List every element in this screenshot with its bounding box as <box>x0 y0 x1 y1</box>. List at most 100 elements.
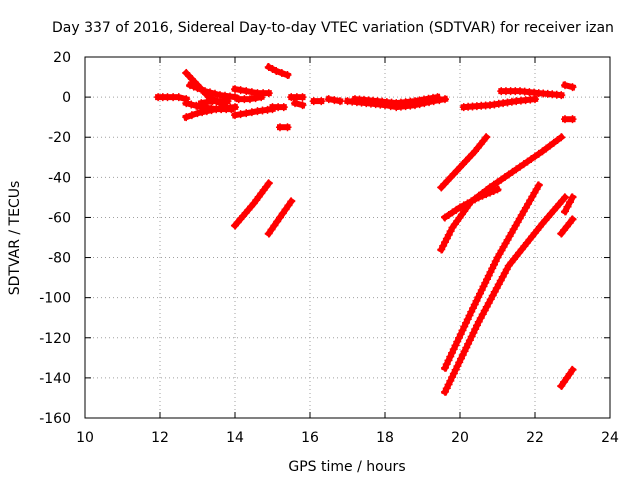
data-series <box>186 81 239 102</box>
plus-marker <box>174 93 183 102</box>
y-tick-label: -80 <box>48 251 71 267</box>
plus-marker <box>448 373 457 382</box>
plus-marker <box>566 198 574 207</box>
plus-marker <box>568 115 577 124</box>
plus-marker <box>476 289 484 298</box>
plus-marker <box>231 111 239 120</box>
y-tick-label: -140 <box>39 371 71 387</box>
plus-marker <box>186 81 194 90</box>
x-tick-label: 22 <box>526 430 544 446</box>
plus-marker <box>187 100 196 109</box>
plus-marker <box>324 95 333 104</box>
data-series <box>234 93 266 104</box>
y-tick-label: -100 <box>39 291 71 307</box>
plus-marker <box>471 325 480 334</box>
data-series <box>264 197 296 238</box>
plus-marker <box>483 275 491 284</box>
plus-marker <box>562 373 571 382</box>
plus-marker <box>451 365 460 374</box>
data-series <box>231 105 277 120</box>
x-tick-label: 12 <box>151 430 169 446</box>
plus-marker <box>411 97 419 106</box>
plot-frame <box>84 56 611 419</box>
plus-marker <box>568 83 577 92</box>
plus-marker <box>462 343 471 352</box>
plus-marker <box>279 103 288 112</box>
plus-marker <box>455 358 464 367</box>
plus-marker <box>251 94 260 103</box>
data-series <box>351 93 442 108</box>
plus-marker <box>442 360 451 369</box>
x-tick-label: 24 <box>601 430 619 446</box>
plus-marker <box>330 96 339 105</box>
plus-marker <box>257 93 266 102</box>
plus-marker <box>557 91 566 100</box>
data-series <box>268 103 288 112</box>
plus-marker <box>231 103 239 112</box>
plus-marker <box>429 93 437 102</box>
plus-marker <box>462 318 470 327</box>
data-series <box>154 93 191 104</box>
plus-marker <box>242 87 251 96</box>
data-series <box>276 123 292 132</box>
plus-marker <box>201 87 209 96</box>
data-series <box>197 97 232 108</box>
plus-marker <box>467 307 476 316</box>
plus-marker <box>491 257 500 266</box>
data-series <box>441 181 543 372</box>
plus-marker <box>283 71 292 80</box>
plus-marker <box>465 311 474 320</box>
plus-marker <box>197 85 206 94</box>
plus-marker <box>563 202 572 211</box>
plus-marker <box>441 363 449 372</box>
plus-marker <box>481 278 490 287</box>
axes: 10 12 14 16 18 20 22 24 20 0 -20 -40 -60 -80 -100 -120 -… <box>39 50 619 446</box>
plus-marker <box>278 209 287 218</box>
plus-marker <box>187 111 196 120</box>
plus-marker <box>463 315 472 324</box>
plus-marker <box>424 94 433 103</box>
plus-marker <box>557 133 566 142</box>
plus-marker <box>247 88 256 97</box>
plus-marker <box>193 109 202 118</box>
x-tick-label: 18 <box>376 430 394 446</box>
plus-marker <box>561 115 569 124</box>
plus-marker <box>460 322 469 331</box>
data-series <box>497 87 566 100</box>
x-tick-label: 14 <box>226 430 244 446</box>
plus-marker <box>236 86 245 95</box>
plus-marker <box>456 354 465 363</box>
plus-marker <box>206 88 214 97</box>
plus-marker <box>211 89 219 98</box>
plus-marker <box>561 207 569 216</box>
plus-marker <box>309 97 318 106</box>
y-tick-label: -120 <box>39 331 71 347</box>
plus-marker <box>442 384 451 393</box>
plus-marker <box>193 84 202 93</box>
plus-marker <box>298 93 307 102</box>
series-trace <box>560 193 577 216</box>
data-series <box>561 81 577 92</box>
plus-marker <box>442 234 451 243</box>
plus-marker <box>283 123 292 132</box>
plus-marker <box>291 99 299 108</box>
plus-marker <box>465 336 474 345</box>
y-tick-label: 20 <box>53 50 71 66</box>
plus-marker <box>444 230 453 239</box>
plus-marker <box>557 381 566 390</box>
plus-marker <box>420 95 428 104</box>
plus-marker <box>464 339 473 348</box>
data-series <box>287 93 307 102</box>
plus-marker <box>470 300 479 309</box>
plus-marker <box>264 229 273 238</box>
plus-marker <box>444 380 453 389</box>
plus-marker <box>446 227 455 236</box>
plus-marker <box>272 67 281 76</box>
plus-marker <box>207 106 216 115</box>
plus-marker <box>198 108 207 117</box>
y-axis-label: SDTVAR / TECUs <box>7 181 23 296</box>
plus-marker <box>246 95 254 104</box>
plus-marker <box>449 345 458 354</box>
plus-marker <box>451 341 460 350</box>
plus-marker <box>231 85 239 94</box>
